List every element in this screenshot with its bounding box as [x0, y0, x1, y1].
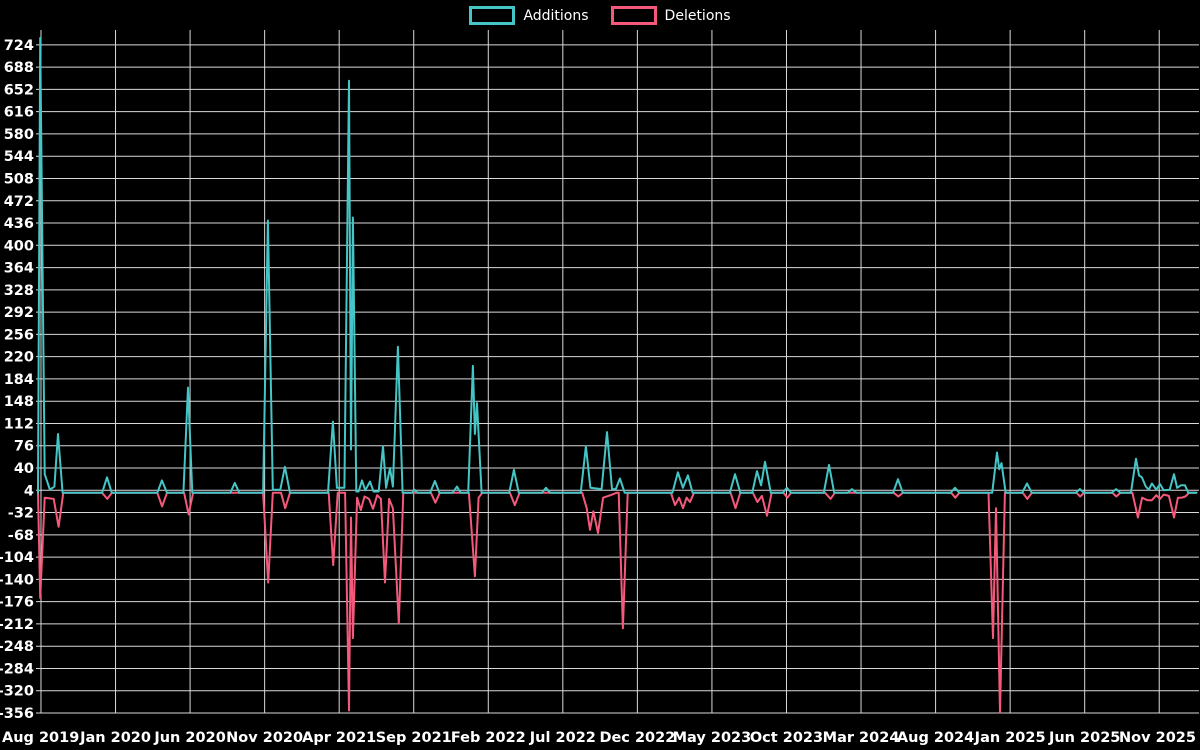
y-tick-label: 400: [4, 238, 34, 254]
y-tick-label: 40: [14, 461, 34, 477]
x-tick-label: May 2023: [673, 730, 752, 746]
x-tick-label: Jan 2025: [974, 730, 1046, 746]
y-tick-label: 508: [4, 171, 34, 187]
series-line-additions: [37, 37, 1198, 494]
x-tick-label: Jun 2025: [1048, 730, 1120, 746]
x-tick-label: Feb 2022: [451, 730, 526, 746]
y-tick-label: -140: [0, 572, 34, 588]
y-tick-label: -32: [8, 506, 34, 522]
x-tick-label: Apr 2021: [302, 730, 376, 746]
y-tick-label: 724: [4, 38, 34, 54]
y-tick-label: 4: [24, 483, 34, 499]
y-tick-label: 292: [4, 305, 34, 321]
x-tick-label: Sep 2021: [376, 730, 452, 746]
y-tick-label: -212: [0, 617, 34, 633]
series-line-deletions: [37, 491, 1198, 714]
y-tick-label: 652: [4, 82, 34, 98]
deletions-swatch-icon: [610, 6, 657, 25]
x-tick-label: Jun 2020: [153, 730, 225, 746]
x-tick-label: Oct 2023: [750, 730, 823, 746]
y-tick-label: -248: [0, 639, 34, 655]
y-tick-label: -284: [0, 661, 34, 677]
additions-swatch-icon: [469, 6, 516, 25]
y-tick-label: 580: [4, 127, 34, 143]
y-tick-label: 148: [4, 394, 34, 410]
y-tick-label: 436: [4, 216, 34, 232]
x-tick-label: Jul 2022: [529, 730, 596, 746]
y-tick-label: 76: [14, 439, 34, 455]
y-tick-label: 256: [4, 327, 34, 343]
x-tick-label: Dec 2022: [599, 730, 675, 746]
y-tick-label: 328: [4, 283, 34, 299]
y-tick-label: -356: [0, 706, 34, 722]
x-tick-label: Aug 2019: [2, 730, 79, 746]
y-tick-label: 688: [4, 60, 34, 76]
x-tick-label: Jan 2020: [79, 730, 151, 746]
y-tick-label: 184: [4, 372, 34, 388]
x-tick-label: Aug 2024: [897, 730, 974, 746]
y-tick-label: 472: [4, 194, 34, 210]
legend-label: Deletions: [664, 7, 731, 24]
chart-legend: Additions Deletions: [0, 6, 1200, 25]
y-tick-label: 220: [4, 350, 34, 366]
y-tick-label: 112: [4, 416, 34, 432]
legend-label: Additions: [523, 7, 589, 24]
y-tick-label: -104: [0, 550, 34, 566]
x-tick-label: Nov 2020: [226, 730, 303, 746]
legend-item-additions[interactable]: Additions: [469, 6, 589, 25]
y-tick-label: 616: [4, 105, 34, 121]
y-tick-label: 544: [4, 149, 34, 165]
y-tick-label: 364: [4, 261, 34, 277]
x-tick-label: Mar 2024: [823, 730, 900, 746]
y-tick-label: -68: [8, 528, 34, 544]
y-tick-label: -176: [0, 595, 34, 611]
x-tick-label: Nov 2025: [1119, 730, 1196, 746]
legend-item-deletions[interactable]: Deletions: [610, 6, 731, 25]
y-tick-label: -320: [0, 684, 34, 700]
